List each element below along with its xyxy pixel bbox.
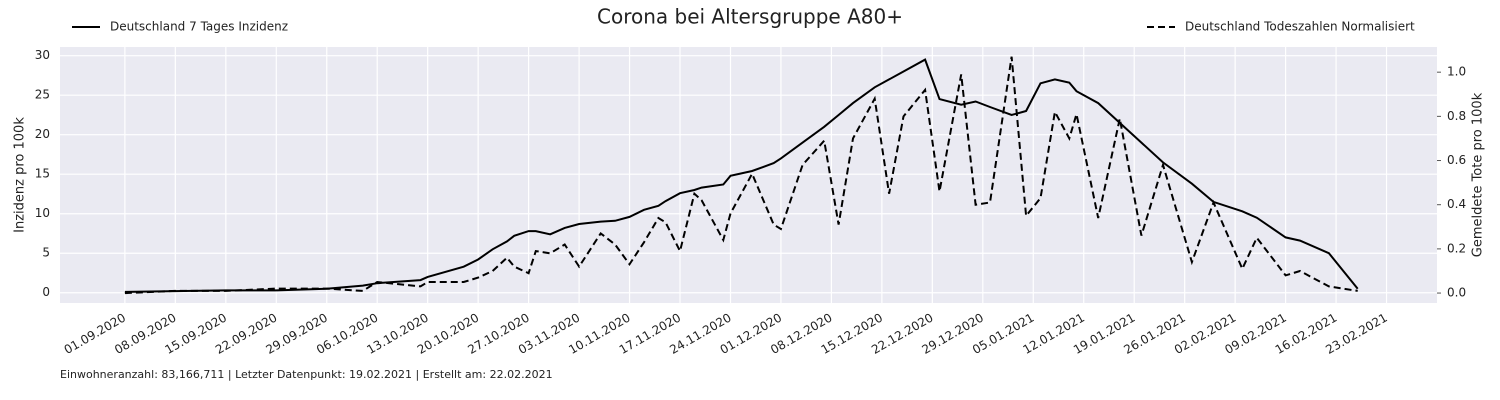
y-tick-label: 20 bbox=[35, 127, 50, 141]
y-tick-label: 10 bbox=[35, 206, 50, 220]
y-tick-label: 0 bbox=[42, 285, 50, 299]
line-series bbox=[124, 56, 1358, 295]
y2-axis-label: Gemeldete Tote pro 100k bbox=[1471, 92, 1486, 257]
chart-title: Corona bei Altersgruppe A80+ bbox=[597, 5, 903, 29]
y2-tick-label: 0.4 bbox=[1447, 197, 1466, 211]
y2-tick-label: 0.2 bbox=[1447, 241, 1466, 255]
y-tick-label: 15 bbox=[35, 167, 50, 181]
footnote: Einwohneranzahl: 83,166,711 | Letzter Da… bbox=[60, 368, 553, 381]
legend-label: Deutschland Todeszahlen Normalisiert bbox=[1185, 20, 1415, 34]
plot-background bbox=[60, 47, 1437, 303]
line-series bbox=[124, 58, 1359, 293]
y2-tick-label: 1.0 bbox=[1447, 65, 1466, 79]
legend-label: Deutschland 7 Tages Inzidenz bbox=[110, 20, 288, 34]
y-tick-label: 25 bbox=[35, 88, 50, 102]
y2-tick-label: 0.8 bbox=[1447, 109, 1466, 123]
y-axis-label: Inzidenz pro 100k bbox=[13, 117, 28, 233]
y-tick-label: 5 bbox=[42, 246, 50, 260]
y-tick-label: 30 bbox=[35, 48, 50, 62]
y2-tick-label: 0.0 bbox=[1447, 286, 1466, 300]
y2-tick-label: 0.6 bbox=[1447, 153, 1466, 167]
